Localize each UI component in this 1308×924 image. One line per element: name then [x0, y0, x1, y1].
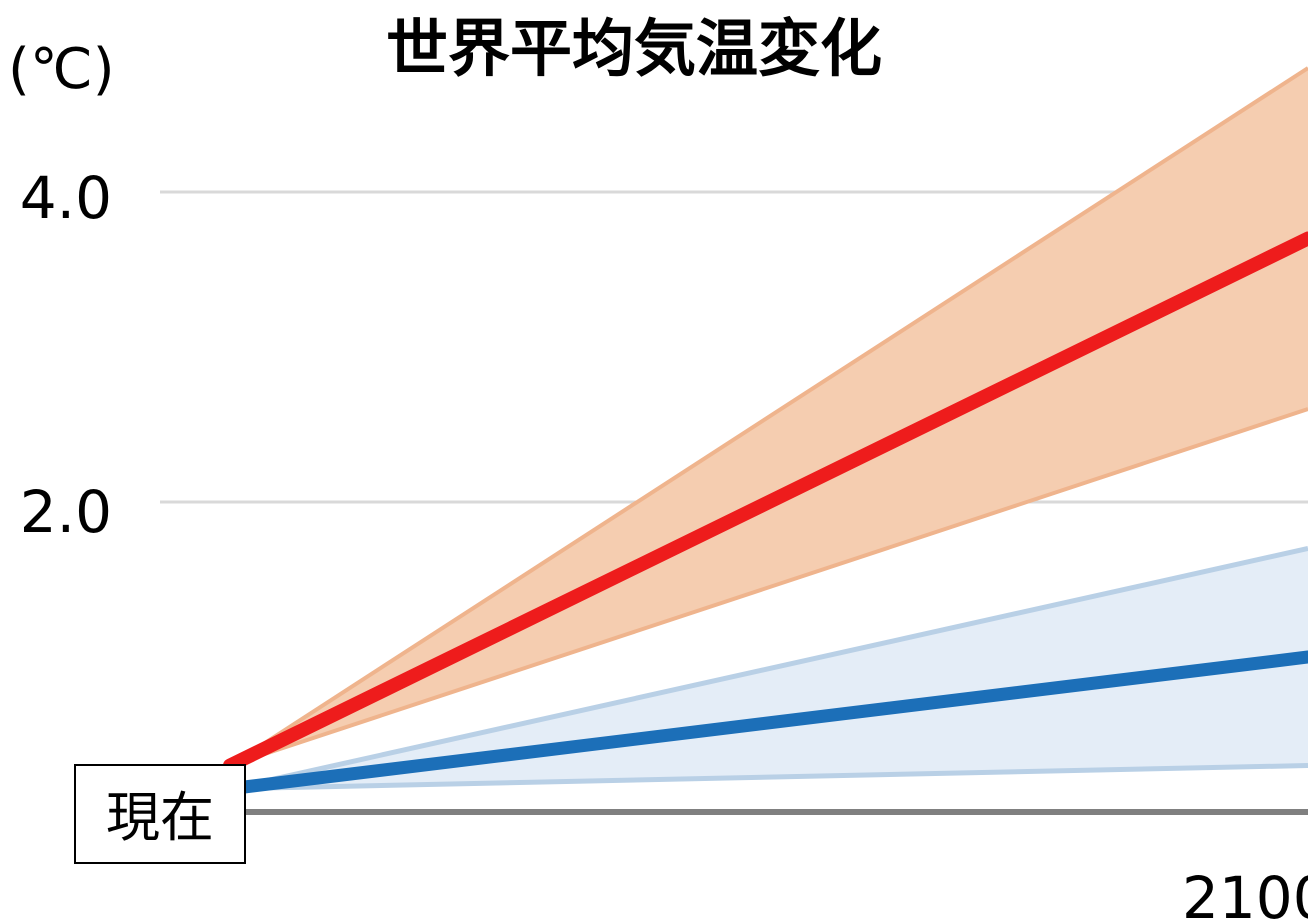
start-label: 現在: [106, 786, 214, 849]
low-scenario-line: [223, 650, 1308, 796]
start-label-box: [74, 764, 246, 864]
low-band-lower-edge: [229, 763, 1308, 792]
high-band-lower-edge: [229, 407, 1308, 768]
chart-title: 世界平均気温変化: [386, 12, 882, 85]
y-tick-label-2: 2.0: [20, 478, 112, 546]
low-band-upper-edge: [229, 546, 1308, 792]
high-band-upper-edge: [228, 66, 1308, 768]
unit-label: (℃): [8, 37, 115, 102]
y-tick-label-4: 4.0: [20, 164, 112, 232]
high-scenario-line: [223, 231, 1308, 773]
x-end-label: 2100: [1182, 864, 1308, 924]
